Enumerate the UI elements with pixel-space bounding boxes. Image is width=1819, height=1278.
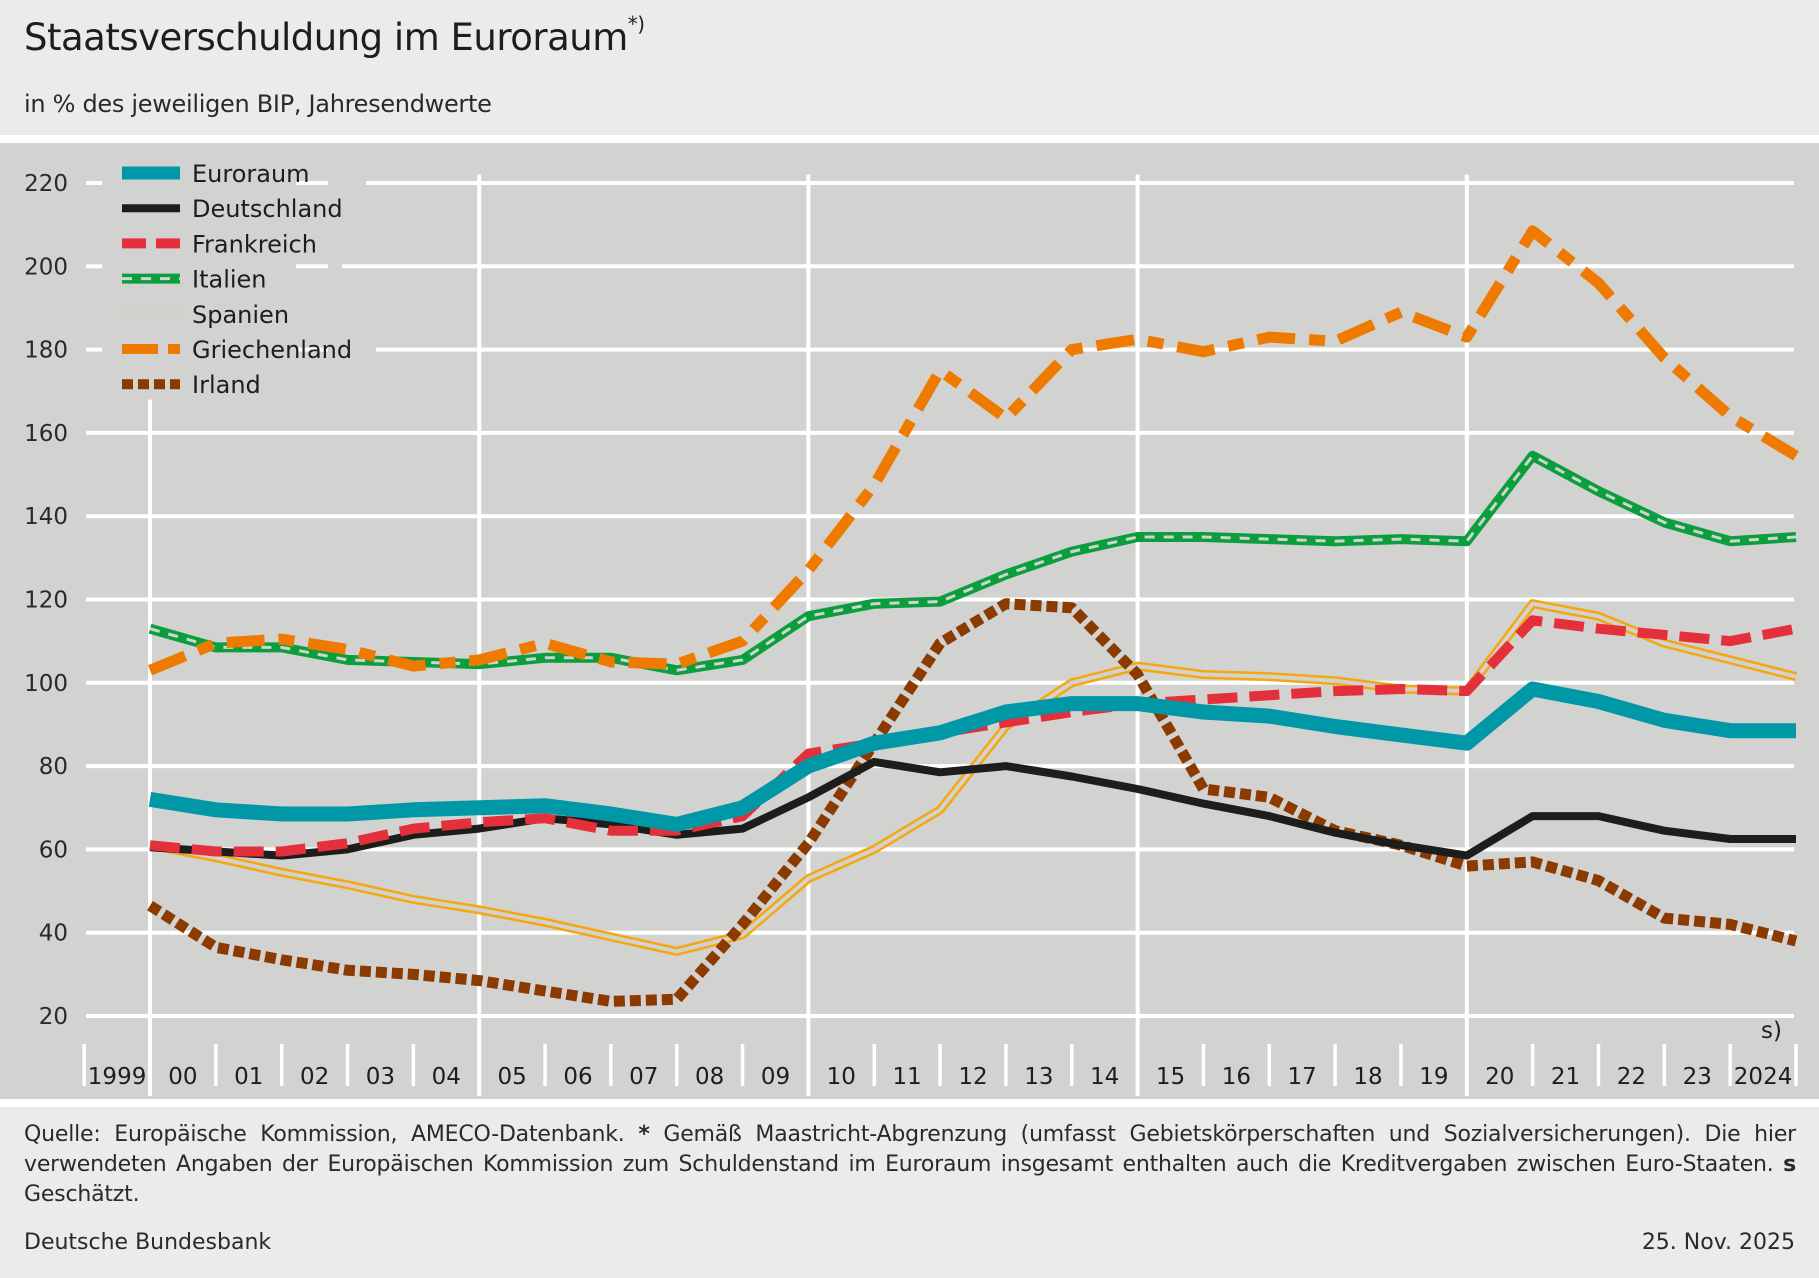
- legend-label: Euroraum: [192, 160, 310, 188]
- y-tick-label: 180: [24, 338, 68, 364]
- legend-item-irland: Irland: [122, 371, 261, 399]
- y-tick-label: 20: [39, 1004, 68, 1030]
- top-separator: [0, 135, 1819, 143]
- x-tick-label: 20: [1485, 1064, 1514, 1090]
- x-tick-label: 02: [300, 1064, 329, 1090]
- legend-item-italien: Italien: [122, 266, 267, 294]
- series-euroraum: [148, 681, 1796, 832]
- legend-label: Griechenland: [192, 336, 352, 364]
- y-tick-label: 60: [39, 837, 68, 863]
- legend-label: Deutschland: [192, 195, 343, 223]
- x-tick-label: 16: [1222, 1064, 1251, 1090]
- y-tick-label: 220: [24, 171, 68, 197]
- x-tick-label: 07: [629, 1064, 658, 1090]
- x-tick-label: 23: [1683, 1064, 1712, 1090]
- y-tick-label: 120: [24, 588, 68, 614]
- series-line-spanien: [149, 599, 1798, 956]
- y-tick-label: 100: [24, 671, 68, 697]
- series-line-deutschland: [149, 757, 1796, 860]
- x-tick-label: 00: [168, 1064, 197, 1090]
- series-line-euroraum: [148, 681, 1796, 832]
- x-tick-label: 21: [1551, 1064, 1580, 1090]
- bottom-separator: [0, 1099, 1819, 1107]
- chart-title-text: Staatsverschuldung im Euroraum: [24, 16, 628, 59]
- series-line-italien: [148, 450, 1797, 676]
- source-note: Quelle: Europäische Kommission, AMECO-Da…: [24, 1120, 1796, 1210]
- y-tick-label: 40: [39, 921, 68, 947]
- x-tick-label: 1999: [88, 1064, 147, 1090]
- legend-label: Irland: [192, 371, 261, 399]
- x-tick-label: 06: [563, 1064, 592, 1090]
- publication-date: 25. Nov. 2025: [1641, 1230, 1795, 1255]
- x-tick-label: 12: [958, 1064, 987, 1090]
- line-chart: 20 40 60 80 100 120 140 160 180 200 220 1999 00 01 02…: [24, 160, 1799, 1096]
- x-tick-label: 04: [432, 1064, 461, 1090]
- publisher: Deutsche Bundesbank: [24, 1230, 272, 1255]
- estimate-marker: s): [1761, 1018, 1782, 1044]
- note-text-2: Gemäß Maastricht-Abgrenzung (umfasst Geb…: [24, 1122, 1797, 1177]
- y-tick-label: 140: [24, 504, 68, 530]
- legend-label: Spanien: [192, 301, 289, 329]
- y-tick-label: 200: [24, 254, 68, 280]
- series-line-italien: [149, 454, 1797, 672]
- x-tick-label: 15: [1156, 1064, 1185, 1090]
- legend-item-euroraum: Euroraum: [122, 160, 310, 188]
- legend-item-frankreich: Frankreich: [122, 230, 317, 258]
- y-tick-label: 160: [24, 421, 68, 447]
- x-tick-label: 05: [497, 1064, 526, 1090]
- x-tick-label: 17: [1288, 1064, 1317, 1090]
- series-lines: [147, 225, 1799, 1007]
- series-line-griechenland: [147, 225, 1799, 676]
- x-tick-label: 08: [695, 1064, 724, 1090]
- legend: Euroraum Deutschland Frankreich Italien Span…: [122, 160, 352, 399]
- title-footnote-marker: *): [627, 11, 645, 36]
- legend-item-griechenland: Griechenland: [122, 336, 352, 364]
- note-text-1: Quelle: Europäische Kommission, AMECO-Da…: [24, 1122, 639, 1147]
- series-italien: [148, 450, 1797, 676]
- note-star: *: [638, 1122, 650, 1147]
- x-tick-label: 10: [827, 1064, 856, 1090]
- series-deutschland: [149, 757, 1796, 860]
- grid: [86, 174, 1794, 1096]
- x-tick-label: 01: [234, 1064, 263, 1090]
- x-tick-label: 19: [1419, 1064, 1448, 1090]
- x-tick-label: 18: [1353, 1064, 1382, 1090]
- series-spanien: [149, 599, 1798, 956]
- chart-subtitle: in % des jeweiligen BIP, Jahresendwerte: [24, 90, 492, 118]
- note-text-3: Geschätzt.: [24, 1182, 140, 1207]
- x-tick-label: 09: [761, 1064, 790, 1090]
- chart-title: Staatsverschuldung im Euroraum*): [24, 12, 645, 59]
- chart-header: Staatsverschuldung im Euroraum*) in % de…: [0, 0, 1819, 135]
- y-tick-label: 80: [39, 754, 68, 780]
- chart-area: 20 40 60 80 100 120 140 160 180 200 220 1999 00 01 02…: [0, 143, 1819, 1099]
- x-axis: 1999 00 01 02 03 04 05 06 07 08 09 10 11 12 13 14 15 16 17…: [82, 1044, 1798, 1090]
- chart-footer: Quelle: Europäische Kommission, AMECO-Da…: [0, 1108, 1819, 1278]
- legend-item-spanien: Spanien: [122, 301, 289, 329]
- x-tick-label: 22: [1617, 1064, 1646, 1090]
- note-s: s: [1783, 1152, 1796, 1177]
- x-tick-label: 2024: [1734, 1064, 1793, 1090]
- legend-label: Frankreich: [192, 230, 317, 258]
- series-line-irland: [147, 598, 1798, 1007]
- legend-label: Italien: [192, 266, 267, 294]
- legend-item-deutschland: Deutschland: [122, 195, 343, 223]
- x-tick-label: 03: [366, 1064, 395, 1090]
- x-tick-label: 14: [1090, 1064, 1119, 1090]
- y-axis: 20 40 60 80 100 120 140 160 180 200 220: [24, 171, 68, 1030]
- series-griechenland: [147, 225, 1799, 676]
- x-tick-label: 13: [1024, 1064, 1053, 1090]
- series-irland: [147, 598, 1798, 1007]
- x-tick-label: 11: [893, 1064, 922, 1090]
